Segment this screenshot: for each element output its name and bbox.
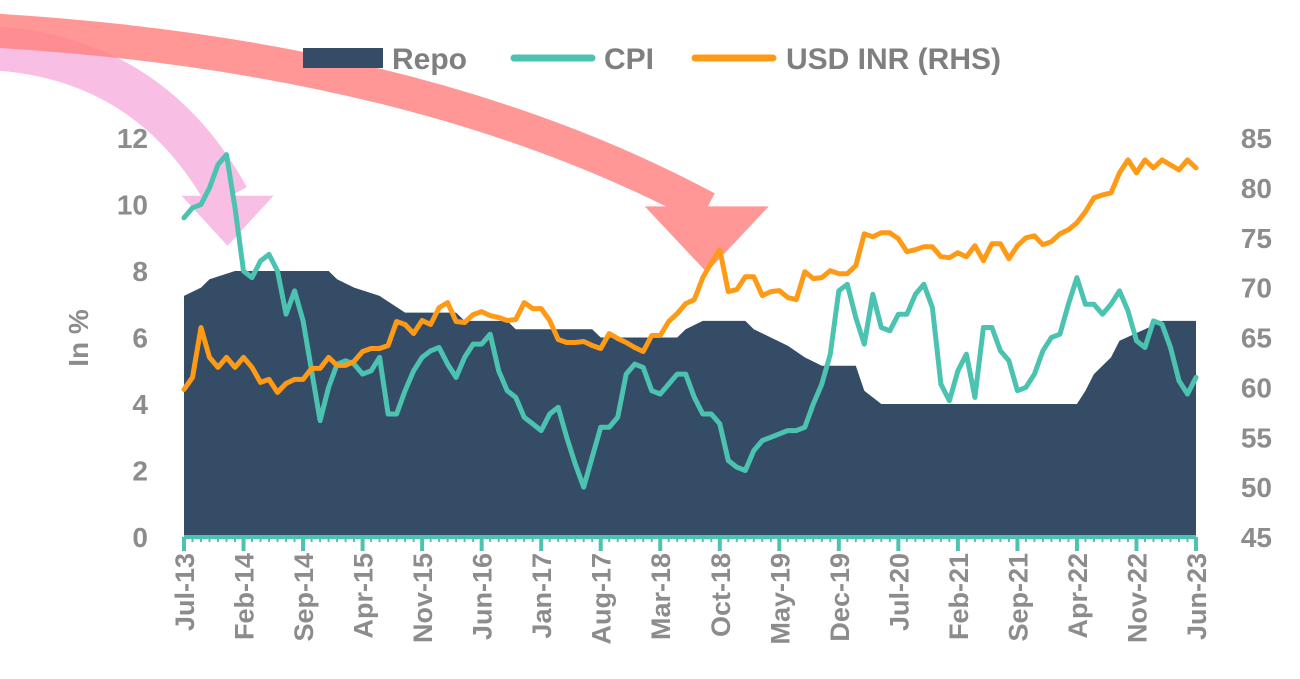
legend-label: Repo	[392, 43, 467, 76]
x-tick-label: Jul-20	[884, 553, 914, 631]
annotation-arrow-head	[644, 206, 769, 273]
y-tick-label: 4	[132, 389, 148, 420]
y-tick-label: 8	[132, 256, 148, 287]
x-tick-label: Jun-16	[468, 553, 498, 640]
annotation-arrow-pink	[0, 26, 274, 246]
y2-tick-label: 55	[1241, 422, 1272, 453]
legend-label: USD INR (RHS)	[786, 43, 1001, 76]
y2-tick-label: 45	[1241, 522, 1272, 553]
x-tick-label: Nov-22	[1122, 553, 1152, 643]
y-tick-label: 12	[117, 123, 148, 154]
legend-swatch	[303, 48, 383, 68]
y2-tick-label: 65	[1241, 323, 1272, 354]
x-tick-label: Sep-21	[1003, 553, 1033, 642]
y2-tick-label: 75	[1241, 223, 1272, 254]
y2-tick-label: 50	[1241, 472, 1272, 503]
x-tick-label: Jul-13	[170, 553, 200, 631]
x-tick-label: Nov-15	[408, 553, 438, 643]
y-tick-label: 0	[132, 522, 148, 553]
y-axis-title: In %	[63, 309, 94, 367]
x-tick-label: Feb-14	[230, 553, 260, 640]
repo-area-layer	[184, 271, 1196, 537]
x-tick-label: Feb-21	[944, 553, 974, 640]
x-tick-label: Jun-23	[1182, 553, 1212, 640]
annotation-arrow-shaft	[0, 13, 715, 224]
x-tick-label: Aug-17	[587, 553, 617, 645]
y-tick-label: 2	[132, 456, 148, 487]
legend-item-repo: Repo	[303, 43, 467, 76]
x-tick-label: Jan-17	[527, 553, 557, 639]
annotation-arrow-shaft	[0, 26, 247, 209]
series-repo-area	[184, 271, 1196, 537]
y2-tick-label: 85	[1241, 123, 1272, 154]
series-usd-inr-rhs-line	[181, 157, 1199, 395]
x-tick-label: Apr-22	[1063, 553, 1093, 639]
x-tick-label: Apr-15	[349, 553, 379, 639]
x-tick-label: May-19	[765, 553, 795, 645]
x-axis: Jul-13 Feb-14 Sep-14 Apr-15 Nov-15 Jun-16 Jan-…	[170, 535, 1212, 645]
legend-label: CPI	[604, 43, 654, 76]
y-tick-label: 6	[132, 323, 148, 354]
y-axis-left: 0 2 4 6 8 10 12	[117, 123, 149, 553]
line-series-layer	[181, 152, 1199, 490]
x-tick-label: Oct-18	[706, 553, 736, 637]
annotation-arrow-red	[0, 13, 769, 273]
y2-tick-label: 60	[1241, 372, 1272, 403]
legend-item-cpi: CPI	[510, 43, 654, 76]
x-tick-label: Dec-19	[825, 553, 855, 642]
annotation-arrows	[0, 13, 769, 273]
legend-item-usd-inr-rhs: USD INR (RHS)	[691, 43, 1001, 76]
y-tick-label: 10	[117, 190, 148, 221]
y2-tick-label: 70	[1241, 273, 1272, 304]
y-axis-right: 45 50 55 60 65 70 75 80 85	[1241, 123, 1272, 553]
x-tick-label: Mar-18	[646, 553, 676, 640]
legend: Repo CPI USD INR (RHS)	[303, 43, 1001, 76]
annotation-arrow-head	[181, 195, 274, 246]
y2-tick-label: 80	[1241, 173, 1272, 204]
x-tick-label: Sep-14	[289, 553, 319, 642]
